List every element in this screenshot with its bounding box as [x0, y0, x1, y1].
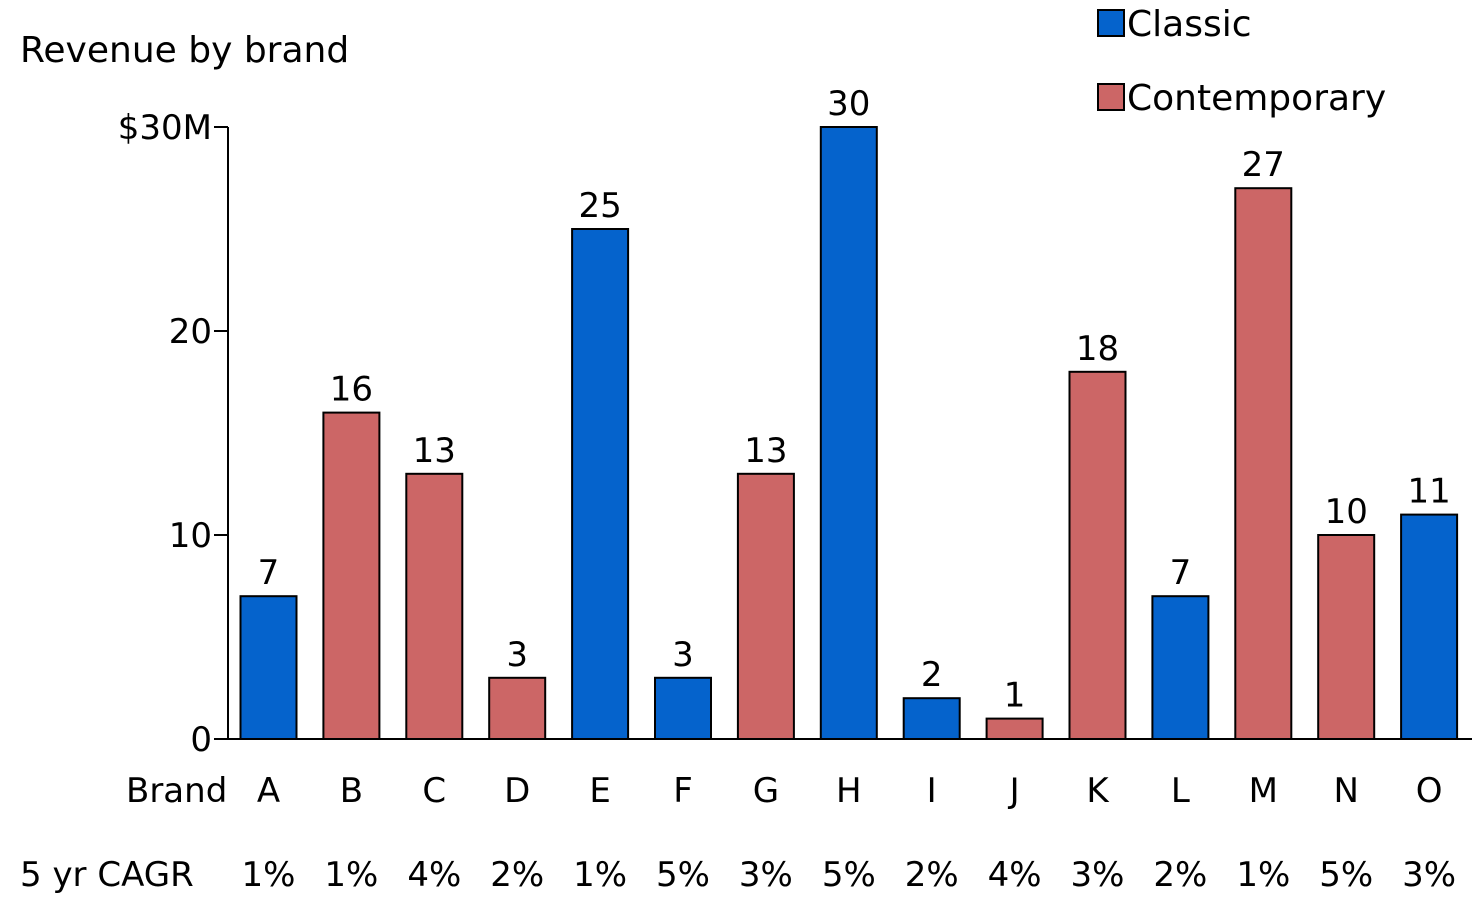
value-label: 7 — [1170, 553, 1192, 593]
cagr-value: 3% — [739, 855, 793, 895]
cagr-value: 4% — [988, 855, 1042, 895]
value-label: 25 — [578, 186, 621, 226]
value-label: 10 — [1325, 492, 1368, 532]
category-label: C — [422, 771, 446, 811]
cagr-value: 2% — [1153, 855, 1207, 895]
category-label: M — [1249, 771, 1278, 811]
category-label: L — [1171, 771, 1190, 811]
cagr-value: 3% — [1402, 855, 1456, 895]
bar-b — [322, 411, 381, 740]
value-label: 1 — [1004, 676, 1026, 716]
category-label: O — [1416, 771, 1443, 811]
cagr-value: 2% — [905, 855, 959, 895]
bar-g — [736, 472, 795, 740]
cagr-value: 5% — [656, 855, 710, 895]
cagr-value: 3% — [1071, 855, 1125, 895]
bar-o — [1400, 513, 1459, 740]
cagr-value: 2% — [490, 855, 544, 895]
category-label: D — [504, 771, 530, 811]
cagr-value: 1% — [1236, 855, 1290, 895]
cagr-value: 1% — [573, 855, 627, 895]
value-label: 11 — [1407, 472, 1450, 512]
y-tick-label: 20 — [169, 312, 212, 352]
category-label: E — [589, 771, 610, 811]
x-axis-labels: A B C D E F G H I J K L M N O — [257, 771, 1443, 811]
value-label: 13 — [413, 431, 456, 471]
bar-c — [405, 472, 464, 740]
category-label: J — [1008, 771, 1020, 811]
category-label: F — [673, 771, 693, 811]
bar-d — [488, 676, 547, 740]
value-label: 7 — [258, 553, 280, 593]
cagr-value: 5% — [1319, 855, 1373, 895]
bar-h — [819, 126, 878, 740]
value-label: 3 — [506, 635, 528, 675]
cagr-value: 5% — [822, 855, 876, 895]
legend-swatch-contemporary — [1097, 83, 1125, 111]
x-row-label: Brand — [126, 771, 227, 811]
value-label: 3 — [672, 635, 694, 675]
category-label: K — [1086, 771, 1110, 811]
bar-j — [985, 717, 1044, 740]
legend-label: Classic — [1127, 4, 1252, 45]
legend: Classic Contemporary — [1097, 4, 1386, 119]
value-label: 16 — [330, 370, 373, 410]
category-label: N — [1333, 771, 1358, 811]
cagr-value: 4% — [407, 855, 461, 895]
bar-f — [654, 676, 712, 740]
bars — [239, 126, 1459, 741]
cagr-value: 1% — [324, 855, 378, 895]
legend-swatch-classic — [1097, 9, 1125, 37]
legend-label: Contemporary — [1127, 78, 1386, 119]
y-tick-label: 10 — [169, 516, 212, 556]
y-tick-label: $30M — [118, 108, 212, 148]
cagr-value: 1% — [242, 855, 296, 895]
value-label: 13 — [744, 431, 787, 471]
value-label: 27 — [1242, 145, 1285, 185]
bar-k — [1068, 370, 1127, 740]
category-label: H — [836, 771, 862, 811]
category-label: G — [753, 771, 779, 811]
bar-i — [902, 697, 961, 741]
category-label: B — [340, 771, 363, 811]
bar-a — [239, 595, 298, 741]
bar-e — [571, 228, 630, 740]
category-label: A — [257, 771, 280, 811]
value-label: 2 — [921, 655, 943, 695]
cagr-row-label: 5 yr CAGR — [20, 855, 194, 895]
cagr-row: 1% 1% 4% 2% 1% 5% 3% 5% 2% 4% 3% 2% 1% 5% 3% — [242, 855, 1457, 895]
value-label: 30 — [827, 84, 870, 124]
chart-title: Revenue by brand — [20, 30, 349, 71]
category-label: I — [927, 771, 937, 811]
value-label: 18 — [1076, 329, 1119, 369]
bar-l — [1151, 595, 1210, 741]
value-labels: 7 16 13 3 25 3 13 30 2 1 18 7 27 10 11 — [258, 84, 1451, 716]
bar-n — [1317, 534, 1376, 740]
y-tick-label: 0 — [190, 720, 212, 760]
bar-m — [1234, 187, 1293, 740]
